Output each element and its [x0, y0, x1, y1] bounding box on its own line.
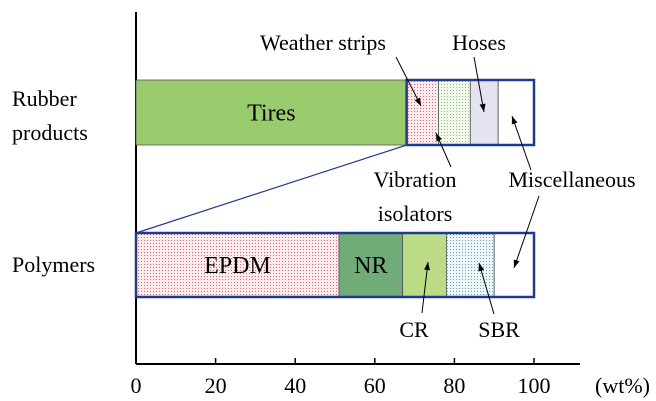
segment-label-epdm: EPDM: [204, 253, 271, 279]
x-tick-label: 60: [364, 373, 386, 398]
callout-sbr: SBR: [478, 262, 520, 342]
x-tick-label: 40: [284, 373, 306, 398]
callout-vibration-isolators: Vibration isolators: [374, 132, 457, 226]
segment-label-nr: NR: [354, 253, 387, 279]
callouts: Weather strips Hoses Vibration isolators Mis…: [260, 30, 636, 342]
bar-segment-weather-strips: [406, 79, 439, 146]
row-label: Polymers: [12, 252, 95, 277]
x-tick-label: 80: [443, 373, 465, 398]
bar-segment-vibration-isolators: [438, 79, 471, 146]
callout-label: Hoses: [452, 30, 506, 55]
zoom-connector-line: [135, 144, 407, 234]
bar-outline: [405, 78, 536, 147]
callout-miscellaneous: [513, 195, 540, 269]
callout-label: Weather strips: [260, 30, 386, 55]
callout-hoses: Hoses: [452, 30, 506, 113]
callout-leader-line: [478, 262, 495, 315]
callout-label: Miscellaneous: [508, 167, 635, 192]
callout-leader-line: [513, 195, 540, 269]
callout-miscellaneous: Miscellaneous: [508, 115, 636, 192]
callout-arrowhead-icon: [424, 262, 431, 271]
bar-rows: Rubber products Tires Polymers EPDM NR: [12, 78, 536, 299]
bar-segment-miscellaneous: [497, 79, 535, 146]
zoom-connectors: [135, 144, 407, 234]
bar-row-polymers: Polymers EPDM NR: [12, 231, 536, 299]
bar-outline: [134, 231, 536, 299]
callout-label: isolators: [378, 201, 453, 226]
axes: 0 20 40 60 80 100 (wt%): [131, 12, 650, 398]
callout-leader-line: [395, 56, 422, 107]
callout-arrowhead-icon: [436, 133, 442, 142]
callout-cr: CR: [399, 261, 431, 342]
x-tick-label: 100: [518, 373, 551, 398]
callout-arrowhead-icon: [479, 103, 486, 112]
callout-arrowhead-icon: [513, 259, 520, 268]
callout-leader-line: [421, 261, 429, 314]
callout-arrowhead-icon: [511, 116, 518, 125]
bar-segment-hoses: [469, 79, 499, 146]
x-tick-label: 20: [205, 373, 227, 398]
callout-label: Vibration: [374, 167, 457, 192]
bar-row-rubber-products: Rubber products Tires: [12, 78, 536, 147]
x-tick-label: 0: [131, 373, 142, 398]
callout-arrowhead-icon: [478, 263, 485, 272]
row-label: products: [12, 120, 88, 145]
callout-leader-line: [473, 56, 485, 113]
callout-label: SBR: [478, 317, 520, 342]
bar-segment-nr: [338, 232, 404, 298]
callout-arrowhead-icon: [414, 97, 421, 106]
segment-label-tires: Tires: [247, 101, 295, 127]
callout-leader-line: [511, 115, 532, 171]
callout-weather-strips: Weather strips: [260, 30, 422, 107]
x-unit-label: (wt%): [595, 373, 650, 398]
row-label: Rubber: [12, 86, 77, 111]
bar-segment-sbr: [446, 232, 495, 298]
callout-label: CR: [399, 317, 429, 342]
